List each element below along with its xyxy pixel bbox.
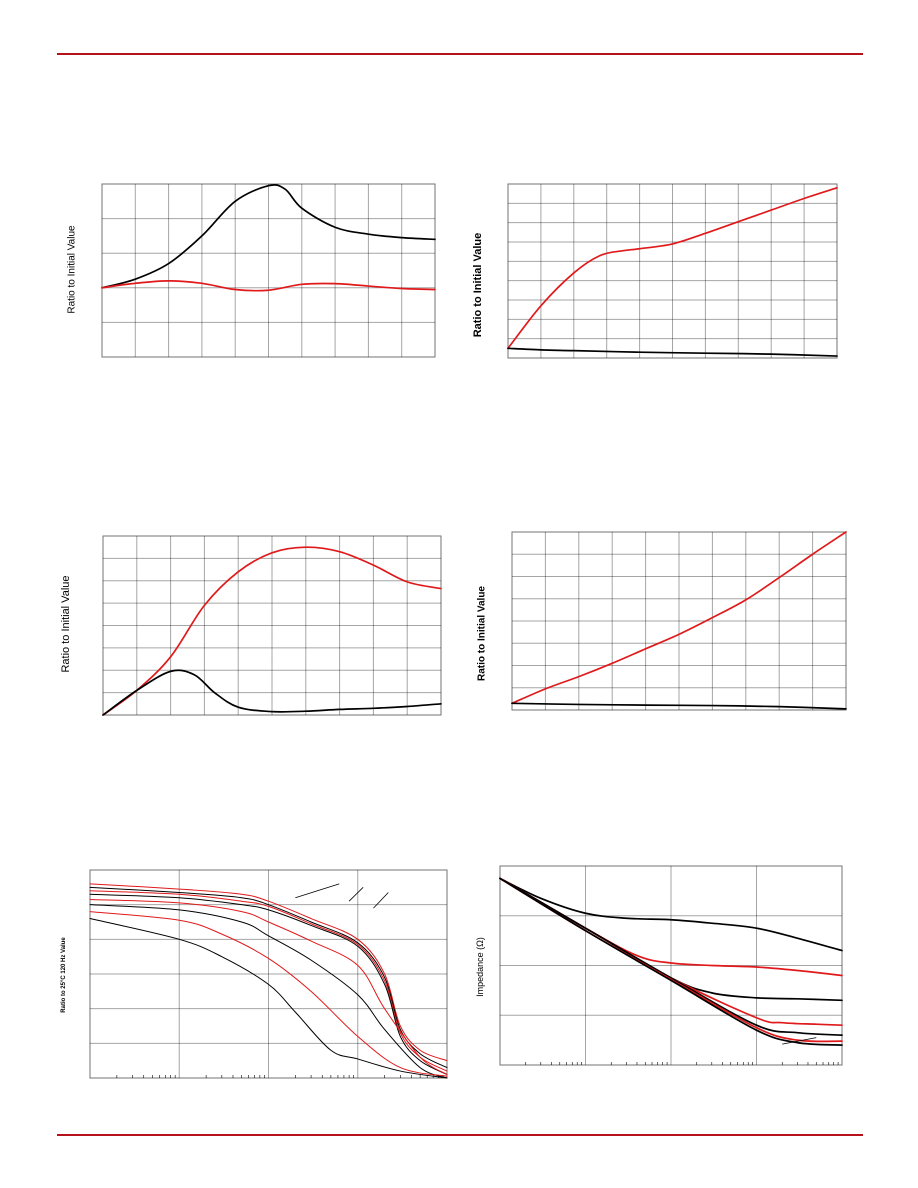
plot-frame xyxy=(507,183,838,359)
series-line-red-4 xyxy=(89,898,448,1076)
series-line-black-6 xyxy=(499,877,843,1046)
chart-grid xyxy=(508,184,837,358)
chart6-ylabel: Impedance (Ω) xyxy=(475,937,485,997)
plot-frame xyxy=(101,183,436,358)
plot-frame xyxy=(89,869,448,1079)
series-line-black-7 xyxy=(89,918,448,1079)
series-line-black-0 xyxy=(499,877,843,952)
series-line-red-0 xyxy=(102,546,442,716)
series-line-red-1 xyxy=(101,280,436,292)
chart4-plot xyxy=(511,531,847,711)
plot-frame xyxy=(499,865,843,1066)
chart2-ylabel: Ratio to Initial Value xyxy=(472,232,484,338)
chart1-plot xyxy=(101,183,436,358)
leader-line-0 xyxy=(295,883,340,899)
series-line-red-0 xyxy=(511,531,847,705)
series-line-red-2 xyxy=(89,890,448,1072)
series-line-red-0 xyxy=(89,883,448,1062)
footer-rule xyxy=(57,1134,863,1136)
chart4-ylabel: Ratio to Initial Value xyxy=(476,586,488,682)
series-line-black-3 xyxy=(89,893,448,1076)
chart-grid xyxy=(102,184,435,357)
series-line-black-0 xyxy=(101,184,436,289)
series-line-black-1 xyxy=(102,669,442,716)
chart3-ylabel: Ratio to Initial Value xyxy=(60,575,72,673)
chart-grid xyxy=(500,866,842,1065)
plot-frame xyxy=(511,531,847,711)
series-line-black-4 xyxy=(499,877,843,1036)
chart3-plot xyxy=(102,535,442,716)
series-line-black-1 xyxy=(511,702,847,710)
series-line-black-5 xyxy=(89,904,448,1079)
chart5-ylabel: Ratio to 25°C 120 Hz Value xyxy=(61,937,67,1013)
series-line-black-1 xyxy=(507,347,838,357)
leader-line-0 xyxy=(782,1037,817,1045)
chart2-plot xyxy=(507,183,838,359)
chart6-plot xyxy=(499,865,843,1066)
header-rule xyxy=(57,53,863,55)
chart-grid xyxy=(103,536,441,715)
chart1-ylabel: Ratio to Initial Value xyxy=(66,225,78,314)
chart-grid xyxy=(90,870,447,1078)
series-line-red-6 xyxy=(89,911,448,1077)
chart-grid xyxy=(512,532,846,710)
plot-frame xyxy=(102,535,442,716)
leader-line-1 xyxy=(348,887,364,902)
leader-line-2 xyxy=(373,892,389,909)
series-line-red-0 xyxy=(507,187,838,350)
chart5-plot xyxy=(89,869,448,1079)
